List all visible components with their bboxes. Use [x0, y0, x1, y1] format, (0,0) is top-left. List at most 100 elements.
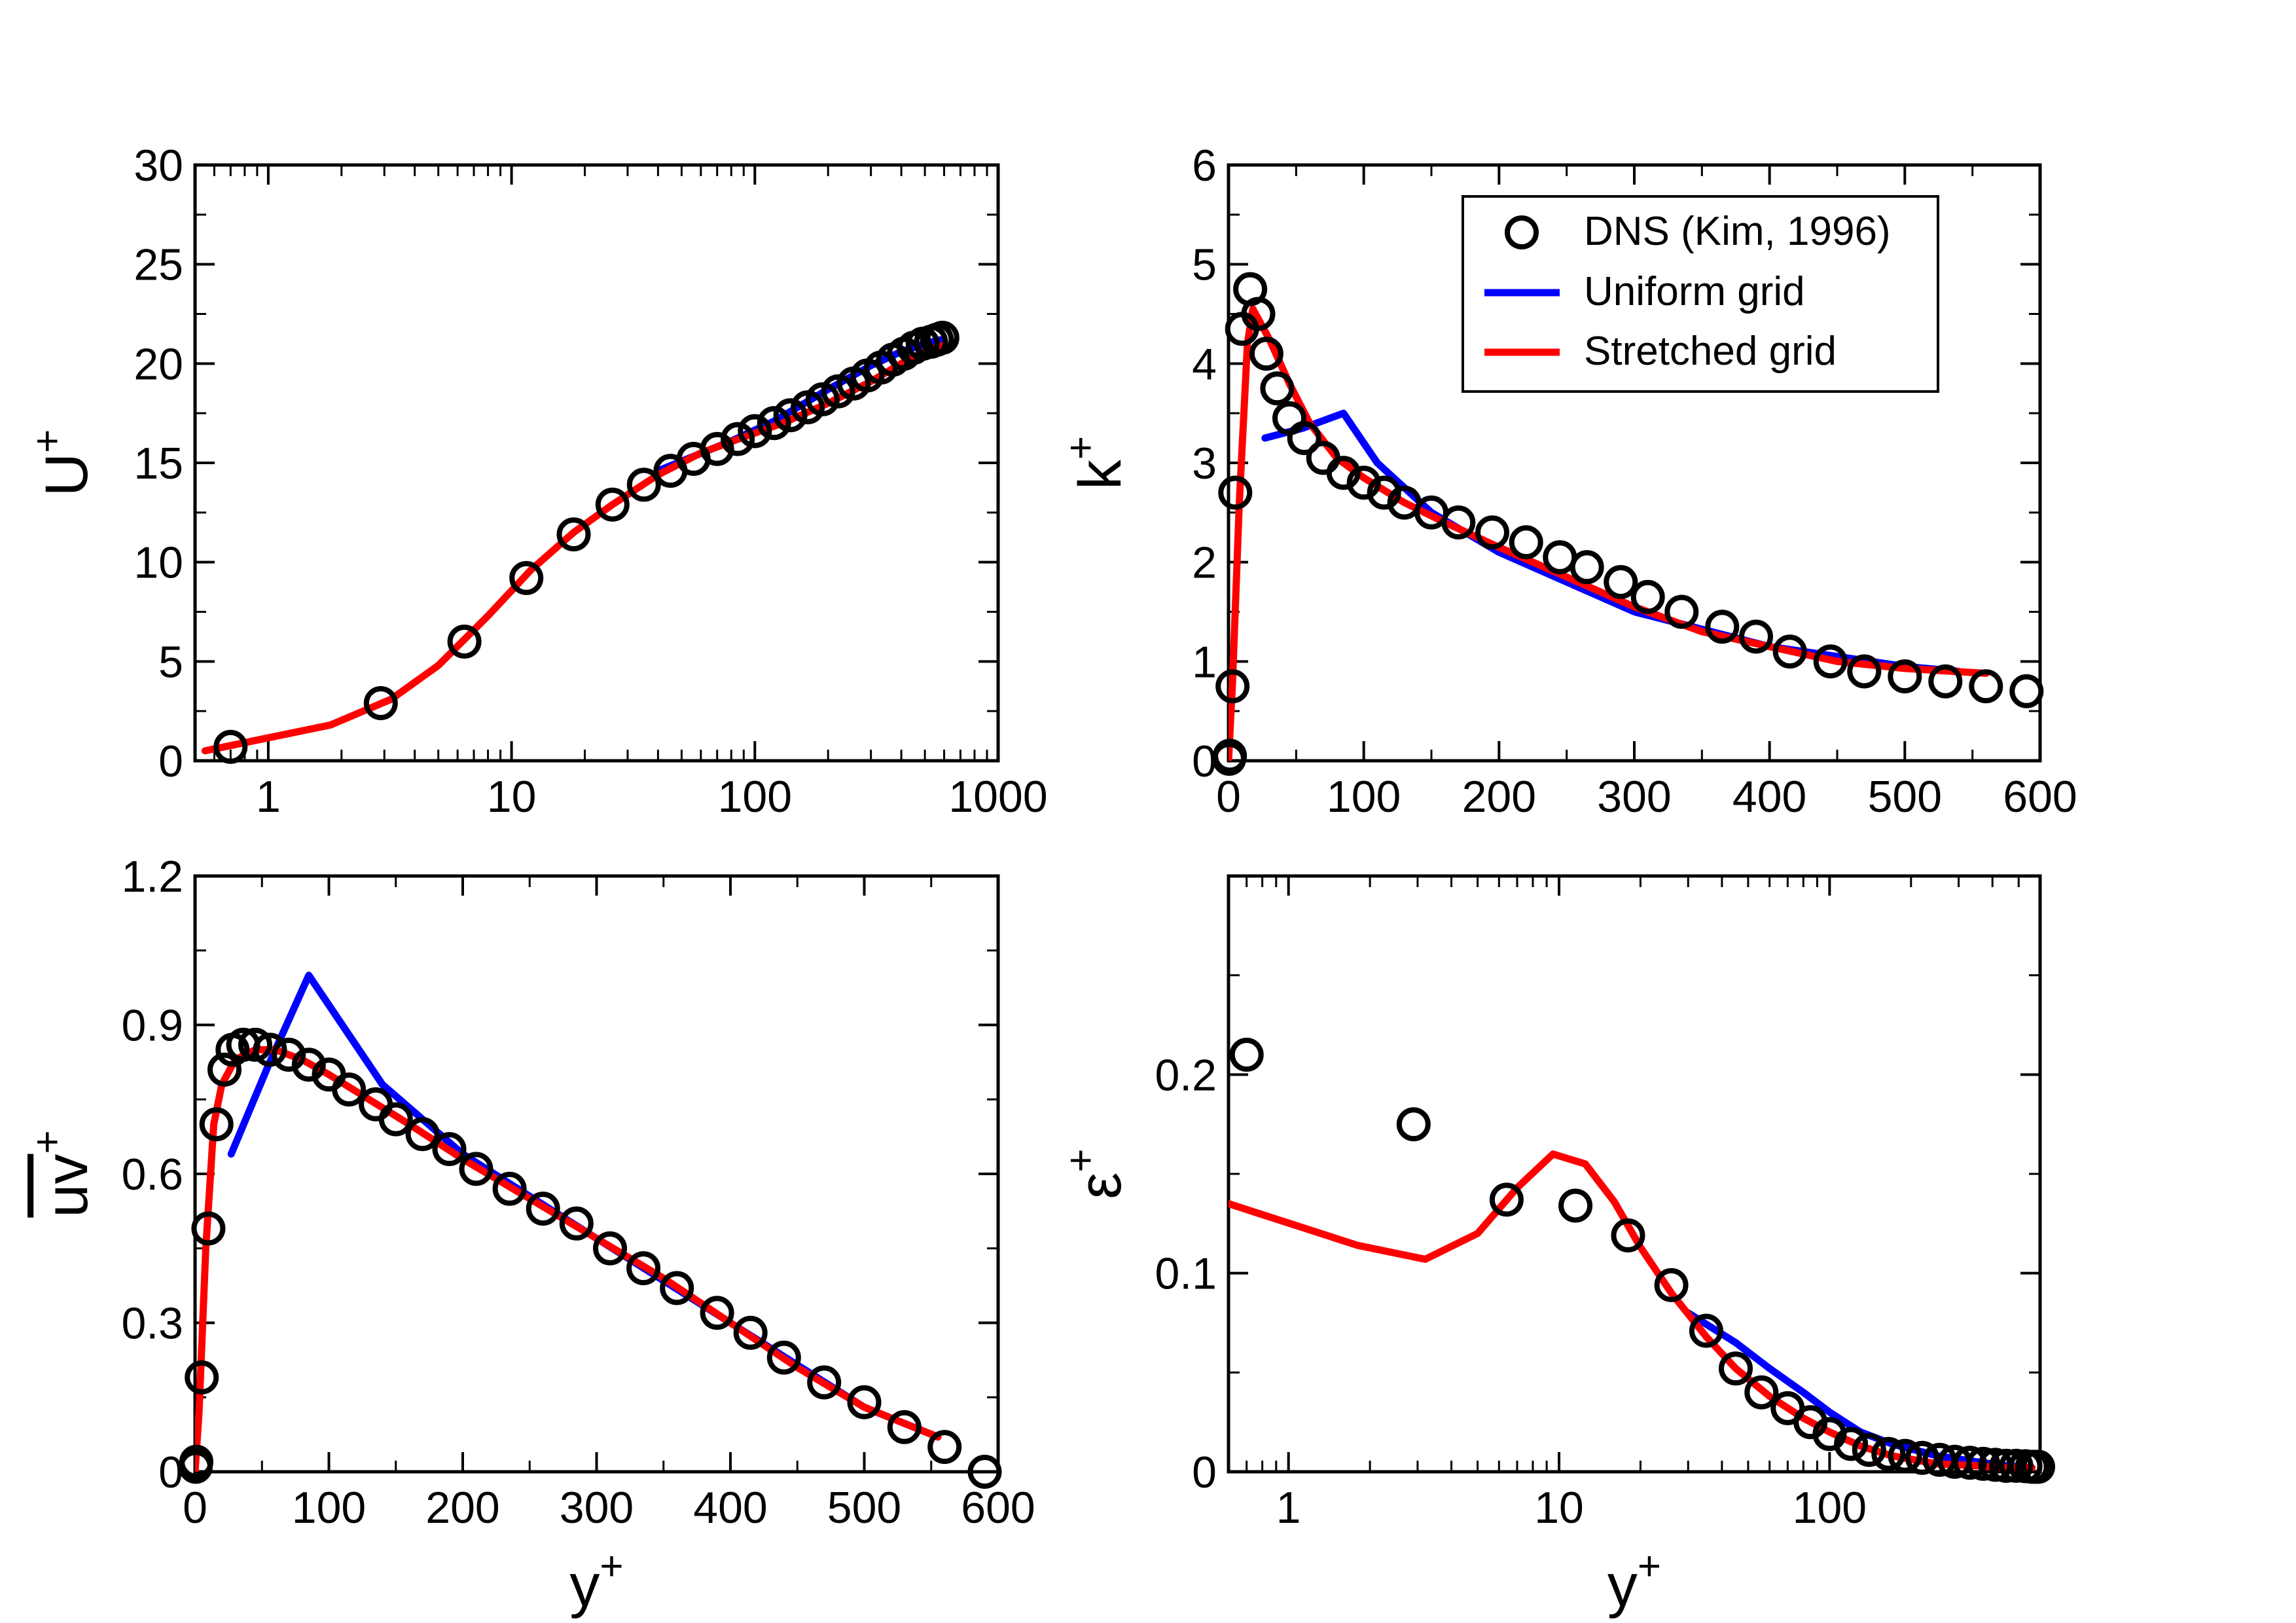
y-tick-label: 0.6 [121, 1150, 183, 1199]
dns-markers [1212, 272, 2044, 776]
dns-point [700, 1296, 734, 1330]
dns-point [1396, 1107, 1431, 1142]
dns-point [492, 1171, 527, 1206]
dns-markers [179, 1027, 1002, 1489]
dns-point [1213, 739, 1247, 773]
legend: DNS (Kim, 1996) Uniform grid Stretched g… [1462, 195, 1939, 393]
dns-point [593, 1231, 627, 1266]
dns-point [1558, 1188, 1593, 1223]
y-tick-label: 6 [1192, 141, 1217, 191]
y-tick-label: 0.3 [121, 1299, 183, 1349]
dns-point [1346, 465, 1381, 500]
y-axis-label: uv+ [25, 1130, 100, 1217]
stretched-grid-line [195, 1046, 942, 1472]
dns-point [2009, 674, 2044, 708]
data-layer [1229, 1150, 2036, 1472]
dns-point [272, 1038, 306, 1072]
x-tick-label: 300 [1597, 772, 1671, 822]
dns-point [1630, 579, 1665, 614]
dns-point [1475, 515, 1509, 550]
dns-point [738, 414, 772, 448]
dns-point [291, 1048, 326, 1082]
y-tick-label: 0.2 [1155, 1050, 1217, 1100]
x-tick-label: 0 [1216, 772, 1241, 822]
stretched-grid-line [1229, 1150, 2036, 1472]
y-axis-label-main: uv [33, 1154, 100, 1218]
dns-point [1871, 1436, 1906, 1471]
dns-point [766, 1340, 801, 1375]
dns-point [1260, 371, 1295, 406]
y-tick-label: 2 [1192, 538, 1217, 588]
dns-markers [213, 320, 960, 764]
dns-point [526, 1192, 560, 1226]
dns-point [773, 398, 808, 433]
dns-point [556, 517, 591, 552]
y-tick-label: 30 [134, 141, 183, 191]
dns-point [967, 1455, 1002, 1489]
legend-uniform-label: Uniform grid [1584, 269, 1805, 314]
plot-frame [1227, 874, 2042, 1474]
dns-point [1509, 525, 1543, 560]
dns-point [595, 487, 630, 522]
dns-point [1249, 337, 1283, 371]
dns-point [733, 1315, 768, 1350]
x-tick-label: 1000 [948, 772, 1047, 822]
y-axis-label-sup: + [25, 429, 70, 453]
dns-point [185, 1360, 219, 1395]
dns-point [1739, 619, 1773, 654]
dns-point [1852, 1432, 1886, 1467]
dns-point [925, 320, 960, 355]
plot-frame [193, 874, 1000, 1474]
x-axis-label: y+ [1607, 1544, 1661, 1619]
y-tick-label: 10 [134, 538, 183, 588]
dns-point [1326, 456, 1361, 490]
dns-point [1229, 1038, 1264, 1072]
x-axis-label-main: y [1607, 1552, 1638, 1619]
dns-point [459, 1152, 493, 1186]
dns-point [1834, 1427, 1869, 1461]
dns-point [1664, 594, 1699, 629]
dns-point [1441, 505, 1476, 539]
dns-point [1813, 644, 1848, 679]
dns-point [1888, 659, 1922, 694]
dns-point [1287, 421, 1321, 456]
x-tick-label: 1 [1276, 1483, 1301, 1533]
legend-stretched-label: Stretched grid [1584, 329, 1837, 374]
dns-point [700, 431, 734, 466]
x-tick-label: 100 [718, 772, 792, 822]
legend-dns-label: DNS (Kim, 1996) [1584, 209, 1891, 254]
y-axis-label-main: U [33, 453, 100, 496]
y-axis-label-sup: + [25, 1130, 70, 1154]
dns-point [1705, 610, 1740, 644]
dns-point [757, 406, 791, 441]
y-axis-label-sup: + [1058, 436, 1103, 460]
x-tick-label: 400 [693, 1483, 767, 1533]
dns-point [660, 1271, 694, 1305]
x-tick-label: 1 [256, 772, 281, 822]
y-tick-label: 0 [158, 1448, 183, 1497]
uniform-grid-line [1261, 409, 1963, 675]
plot-frame [193, 163, 1000, 763]
dns-point [887, 1410, 922, 1444]
dns-point [559, 1206, 594, 1241]
dns-point [1905, 1440, 1939, 1475]
dns-point [179, 1444, 213, 1479]
y-tick-label: 5 [158, 637, 183, 687]
dns-point [1611, 1218, 1645, 1252]
x-tick-label: 300 [560, 1483, 634, 1533]
y-tick-label: 4 [1192, 339, 1217, 389]
dns-point [509, 560, 544, 595]
x-tick-label: 10 [1534, 1483, 1584, 1533]
x-axis-label: y+ [569, 1544, 623, 1619]
y-tick-label: 5 [1192, 240, 1217, 290]
x-tick-label: 10 [487, 772, 537, 822]
x-axis-label-sup: + [600, 1544, 623, 1589]
y-tick-label: 1 [1192, 637, 1217, 687]
dns-point [721, 422, 755, 456]
dns-point [253, 1032, 287, 1067]
dns-point [191, 1211, 226, 1246]
